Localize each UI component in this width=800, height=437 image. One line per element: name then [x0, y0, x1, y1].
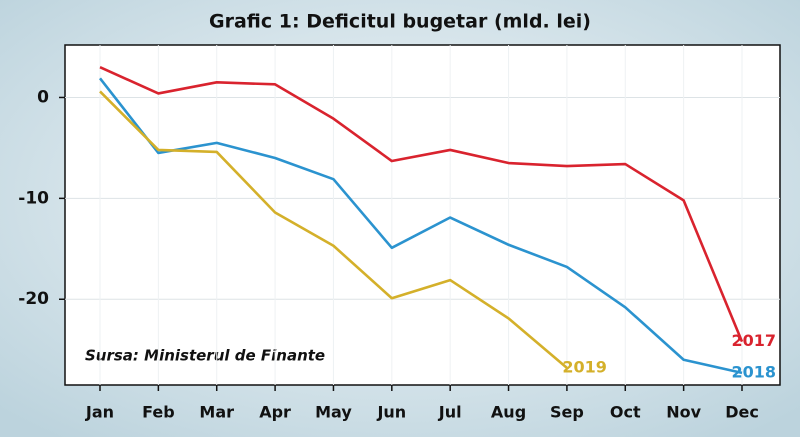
series-label: 2019 — [562, 357, 607, 376]
series-label: 2017 — [731, 331, 776, 350]
source-note: Sursa: Ministerul de Finante — [85, 347, 325, 365]
y-tick-label: -10 — [18, 188, 49, 208]
x-tick-label: Feb — [142, 403, 175, 422]
series-line — [99, 90, 568, 369]
x-tick-label: Jun — [376, 403, 406, 422]
series-line — [99, 66, 744, 343]
x-tick-label: Oct — [610, 403, 641, 422]
x-tick-label: Nov — [666, 403, 701, 422]
x-tick-label: Dec — [725, 403, 759, 422]
chart-title: Grafic 1: Deficitul bugetar (mld. lei) — [209, 11, 591, 33]
y-tick-label: 0 — [37, 87, 49, 107]
x-tick-label: Jan — [85, 403, 114, 422]
plot-area — [64, 44, 781, 386]
x-tick-label: Jul — [438, 403, 462, 422]
x-tick-label: Apr — [259, 403, 291, 422]
series-label: 2018 — [731, 362, 776, 381]
x-tick-label: Aug — [491, 403, 526, 422]
series-line — [98, 77, 743, 375]
x-tick-label: Mar — [199, 403, 234, 422]
x-tick-label: May — [315, 403, 352, 422]
y-tick-label: -20 — [18, 289, 49, 309]
x-tick-label: Sep — [550, 403, 584, 422]
